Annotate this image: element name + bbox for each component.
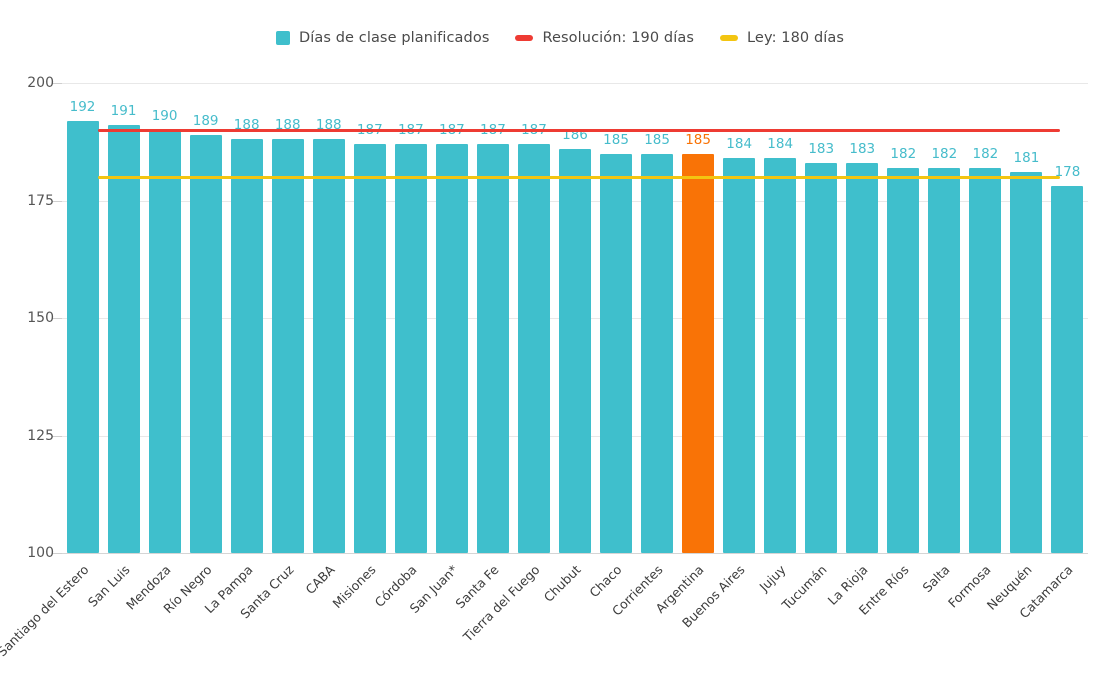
- x-axis-tick-label: CABA: [302, 562, 338, 598]
- x-axis-tick-label: Salta: [919, 562, 953, 596]
- bar[interactable]: [1010, 172, 1043, 553]
- legend-ley[interactable]: Ley: 180 días: [720, 30, 844, 46]
- y-axis-tick-mark: [52, 435, 62, 437]
- reference-line-resolucion: [98, 129, 1060, 132]
- gridline: [62, 83, 1088, 84]
- bar[interactable]: [559, 148, 591, 553]
- bar[interactable]: [517, 144, 550, 553]
- reference-line-ley: [98, 176, 1060, 179]
- bar-value-label: 182: [972, 145, 999, 162]
- bar[interactable]: [230, 139, 263, 553]
- bar[interactable]: [1051, 186, 1084, 553]
- bar[interactable]: [846, 162, 879, 553]
- bar[interactable]: [435, 144, 468, 553]
- bar-value-label: 190: [151, 108, 178, 124]
- bar[interactable]: [641, 153, 674, 553]
- bar-value-label: 182: [890, 145, 917, 162]
- y-axis-tick-mark: [52, 83, 62, 84]
- x-axis-tick-label: Chubut: [540, 562, 584, 605]
- x-axis-tick-label: Santiago del Estero: [0, 562, 92, 660]
- bar-value-label: 178: [1054, 164, 1081, 181]
- y-axis-tick-label: 175: [27, 192, 54, 209]
- legend-line-icon: [720, 35, 738, 41]
- legend-resolucion[interactable]: Resolución: 190 días: [515, 30, 694, 46]
- bar-value-label: 185: [644, 131, 670, 148]
- bar[interactable]: [353, 144, 386, 553]
- bar[interactable]: [312, 139, 345, 553]
- x-axis-tick-label: Chaco: [586, 562, 625, 601]
- axis-baseline: [62, 553, 1088, 554]
- bar[interactable]: [723, 158, 756, 553]
- bar-highlight[interactable]: [682, 153, 715, 553]
- bar[interactable]: [394, 144, 427, 553]
- legend-square-icon: [275, 31, 290, 45]
- bar[interactable]: [148, 130, 181, 553]
- legend-item-label: Días de clase planificados: [298, 30, 490, 46]
- legend-dias-clase[interactable]: Días de clase planificados: [275, 30, 490, 46]
- bar-value-label: 182: [931, 145, 958, 162]
- y-axis-tick-label: 100: [27, 545, 54, 561]
- bar[interactable]: [476, 144, 509, 553]
- bar-value-label: 192: [69, 98, 96, 115]
- bar[interactable]: [600, 153, 633, 553]
- bar-value-label: 181: [1013, 150, 1040, 167]
- y-axis-tick-mark: [52, 318, 62, 319]
- bar-value-label: 183: [849, 140, 876, 157]
- y-axis-tick-mark: [52, 200, 62, 202]
- legend-item-label: Resolución: 190 días: [542, 30, 694, 46]
- bar-value-label: 185: [685, 131, 711, 148]
- y-axis-tick-label: 200: [27, 75, 54, 91]
- y-axis-tick-mark: [52, 553, 62, 554]
- bar-value-label: 191: [110, 103, 137, 120]
- legend-line-icon: [515, 35, 534, 41]
- x-axis-tick-label: Misiones: [329, 562, 379, 612]
- x-axis-tick-label: Jujuy: [756, 562, 789, 595]
- legend-item-label: Ley: 180 días: [747, 30, 845, 46]
- bar[interactable]: [271, 139, 304, 553]
- bar[interactable]: [887, 167, 920, 553]
- y-axis-tick-label: 150: [27, 310, 54, 326]
- bar[interactable]: [969, 167, 1002, 553]
- bar[interactable]: [928, 167, 961, 553]
- chart-legend: Días de clase planificados Resolución: 19…: [0, 30, 1120, 46]
- bar[interactable]: [764, 158, 797, 553]
- bar[interactable]: [805, 162, 838, 553]
- bar[interactable]: [66, 120, 99, 553]
- bar-value-label: 184: [767, 136, 794, 153]
- bar-value-label: 185: [603, 131, 629, 148]
- bar-value-label: 189: [192, 112, 219, 129]
- bar-value-label: 184: [726, 136, 753, 153]
- bar[interactable]: [107, 125, 140, 553]
- bar[interactable]: [189, 134, 222, 553]
- y-axis-tick-label: 125: [27, 427, 54, 444]
- x-axis-tick-label: Tierra del Fuego: [460, 562, 543, 645]
- bar-value-label: 183: [808, 140, 835, 157]
